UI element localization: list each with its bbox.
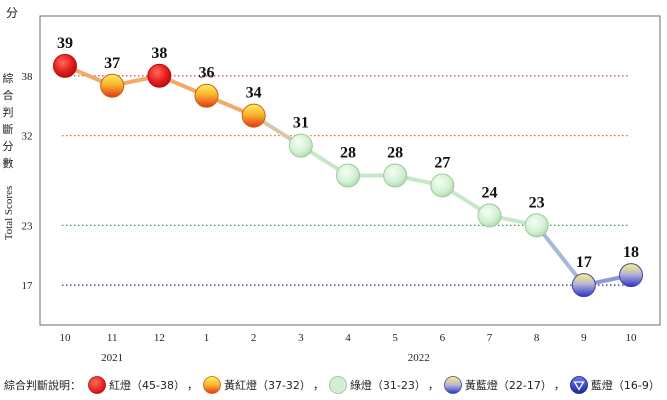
data-label: 34 bbox=[246, 85, 262, 102]
data-label: 24 bbox=[482, 184, 498, 201]
yellow-blue-light-icon bbox=[444, 376, 462, 394]
signal-marker-red bbox=[53, 53, 77, 78]
legend-title: 綜合判斷說明： bbox=[4, 379, 81, 392]
yellow-red-light-icon bbox=[203, 376, 221, 394]
data-label: 23 bbox=[529, 194, 545, 211]
green-light-icon bbox=[329, 376, 347, 394]
y-tick-label: 17 bbox=[22, 280, 34, 292]
signal-marker-yellow-red bbox=[194, 83, 219, 108]
signal-marker-green bbox=[524, 213, 549, 238]
data-label: 31 bbox=[293, 115, 309, 132]
legend-item-red: 紅燈（45-38） bbox=[87, 375, 185, 395]
signal-marker-yellow-red bbox=[100, 73, 125, 98]
y-tick-label: 23 bbox=[22, 220, 34, 232]
x-tick-label: 7 bbox=[487, 332, 493, 344]
x-tick-label: 8 bbox=[534, 332, 540, 344]
data-label: 37 bbox=[104, 55, 120, 72]
unit-label: 分 bbox=[6, 6, 19, 20]
x-tick-label: 11 bbox=[107, 332, 118, 344]
signal-marker-yellow-blue bbox=[619, 263, 643, 288]
signal-marker-green bbox=[383, 163, 408, 188]
x-tick-label: 4 bbox=[345, 332, 351, 344]
x-tick-label: 9 bbox=[581, 332, 587, 344]
legend-label-blue: 藍燈（16-9） bbox=[590, 379, 660, 392]
x-tick-label: 10 bbox=[626, 332, 638, 344]
signal-marker-red bbox=[147, 63, 172, 88]
legend-label-yellow-red: 黃紅燈（37-32） bbox=[223, 379, 311, 392]
legend-label-green: 綠燈（31-23） bbox=[349, 379, 426, 392]
data-label: 38 bbox=[151, 45, 167, 62]
legend: 綜合判斷說明： 紅燈（45-38） ， 黃紅燈（37-32） ， 綠燈（31-2… bbox=[4, 375, 660, 395]
legend-separator: ， bbox=[553, 379, 565, 392]
signal-marker-yellow-red bbox=[241, 103, 266, 128]
legend-label-yellow-blue: 黃藍燈（22-17） bbox=[464, 379, 552, 392]
signal-marker-yellow-blue bbox=[571, 273, 596, 298]
data-label: 17 bbox=[576, 254, 592, 271]
series-segment bbox=[534, 223, 586, 288]
x-tick-label: 6 bbox=[440, 332, 446, 344]
signal-marker-green bbox=[288, 133, 313, 158]
y-tick-label: 38 bbox=[22, 71, 34, 83]
y-axis-label-chinese: 綜合判斷分數 bbox=[2, 72, 14, 170]
legend-separator: ， bbox=[186, 379, 198, 392]
year-label: 2022 bbox=[408, 352, 430, 364]
signal-marker-green bbox=[336, 163, 360, 188]
blue-light-icon bbox=[569, 376, 588, 394]
data-label: 36 bbox=[199, 65, 215, 82]
x-tick-label: 10 bbox=[60, 332, 72, 344]
signal-marker-green bbox=[477, 203, 502, 228]
x-tick-label: 1 bbox=[204, 332, 210, 344]
red-light-icon bbox=[88, 376, 106, 394]
data-label: 39 bbox=[57, 35, 73, 52]
y-tick-label: 32 bbox=[22, 131, 33, 143]
data-label: 18 bbox=[623, 244, 639, 261]
legend-item-yellow-red: 黃紅燈（37-32） bbox=[202, 375, 311, 395]
data-label: 28 bbox=[340, 144, 356, 161]
legend-separator: ， bbox=[312, 379, 324, 392]
x-tick-label: 3 bbox=[298, 332, 304, 344]
data-label: 28 bbox=[387, 144, 403, 161]
x-tick-label: 2 bbox=[251, 332, 257, 344]
legend-label-red: 紅燈（45-38） bbox=[109, 379, 185, 392]
x-tick-label: 5 bbox=[392, 332, 398, 344]
legend-item-yellow-blue: 黃藍燈（22-17） bbox=[443, 375, 552, 395]
year-label: 2021 bbox=[101, 352, 123, 364]
x-tick-label: 12 bbox=[154, 332, 165, 344]
legend-separator: ， bbox=[427, 379, 439, 392]
legend-item-green: 綠燈（31-23） bbox=[328, 375, 426, 395]
data-label: 27 bbox=[434, 154, 450, 171]
legend-item-blue: 藍燈（16-9） bbox=[569, 375, 660, 395]
signal-marker-green bbox=[430, 173, 455, 198]
